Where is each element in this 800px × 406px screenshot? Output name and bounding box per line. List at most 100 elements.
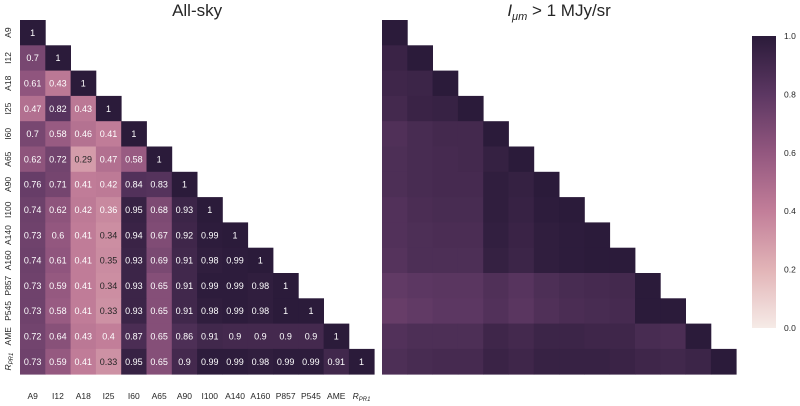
heatmap-cell — [45, 247, 71, 274]
heatmap-cell — [660, 298, 686, 324]
heatmap-cell — [533, 298, 560, 324]
cell-value-label: 0.65 — [150, 306, 168, 316]
cell-value-label: 0.47 — [100, 154, 118, 164]
cell-value-label: 0.91 — [176, 256, 194, 266]
heatmap-cell — [382, 222, 408, 249]
cell-value-label: 0.98 — [252, 281, 270, 291]
heatmap-cell — [457, 222, 484, 249]
heatmap-cell — [146, 146, 173, 173]
heatmap-cell — [323, 348, 350, 375]
heatmap-cell — [197, 298, 223, 324]
cell-value-label: 0.91 — [327, 357, 345, 367]
cell-value-label: 0.6 — [52, 230, 65, 240]
heatmap-cell — [533, 197, 560, 223]
cell-value-label: 0.73 — [24, 281, 42, 291]
heatmap-cell — [197, 197, 223, 223]
heatmap-cell — [432, 348, 459, 375]
x-tick-label: I100 — [201, 391, 218, 401]
y-tick-label: RPR1 — [3, 353, 15, 371]
cell-value-label: 1 — [157, 154, 162, 164]
x-tick-label: A90 — [177, 391, 192, 401]
heatmap-cell — [45, 197, 71, 223]
heatmap-cell — [70, 197, 97, 223]
heatmap-cell — [20, 20, 46, 46]
heatmap-cell — [635, 298, 661, 324]
heatmap-panel-2: Iμm > 1 MJy/sr — [382, 1, 737, 375]
cell-value-label: 0.98 — [201, 256, 219, 266]
heatmap-cell — [95, 348, 122, 375]
heatmap-cell — [273, 348, 299, 375]
cell-value-label: 1 — [207, 205, 212, 215]
heatmap-cell — [20, 222, 46, 249]
x-tick-label: I12 — [52, 391, 64, 401]
heatmap-cell — [95, 298, 122, 324]
cell-value-label: 0.41 — [74, 230, 92, 240]
cell-value-label: 0.62 — [49, 205, 67, 215]
heatmap-cell — [533, 273, 560, 299]
heatmap-cell — [508, 222, 535, 249]
heatmap-cell — [584, 273, 611, 299]
colorbar-tick-label: 0.6 — [784, 148, 796, 158]
cell-value-label: 0.73 — [24, 306, 42, 316]
cell-value-label: 0.9 — [279, 331, 292, 341]
heatmap-cell — [197, 247, 223, 274]
heatmap-cell — [95, 273, 122, 299]
heatmap-cell — [457, 197, 484, 223]
heatmap-cell — [20, 70, 46, 97]
heatmap-cell — [171, 298, 198, 324]
heatmap-cell — [407, 222, 433, 249]
cell-value-label: 0.93 — [125, 281, 143, 291]
heatmap-cell — [432, 247, 459, 274]
heatmap-cell — [559, 222, 585, 249]
cell-value-label: 0.41 — [74, 180, 92, 190]
cell-value-label: 0.46 — [74, 129, 92, 139]
cell-value-label: 0.41 — [74, 357, 92, 367]
heatmap-cell — [222, 222, 249, 249]
cell-value-label: 0.95 — [125, 205, 143, 215]
cell-value-label: 0.87 — [125, 331, 143, 341]
cell-value-label: 0.74 — [24, 256, 42, 266]
cell-value-label: 0.73 — [24, 230, 42, 240]
heatmap-cell — [20, 171, 46, 198]
heatmap-cell — [222, 273, 249, 299]
heatmap-cell — [70, 348, 97, 375]
colorbar-tick-label: 0.4 — [784, 206, 796, 216]
y-tick-label: P545 — [3, 301, 13, 321]
heatmap-cell — [146, 247, 173, 274]
heatmap-cell — [45, 222, 71, 249]
heatmap-cell — [407, 70, 433, 97]
x-tick-label: A160 — [250, 391, 270, 401]
cell-value-label: 0.58 — [49, 306, 67, 316]
x-tick-label: P545 — [301, 391, 321, 401]
cell-value-label: 0.73 — [24, 357, 42, 367]
heatmap-cell — [95, 197, 122, 223]
heatmap-cell — [508, 247, 535, 274]
heatmap-cell — [171, 171, 198, 198]
heatmap-cell — [407, 323, 433, 350]
x-tick-label: A18 — [76, 391, 91, 401]
heatmap-cell — [171, 247, 198, 274]
colorbar-tick-label: 1.0 — [784, 31, 796, 41]
heatmap-cell — [483, 197, 509, 223]
cell-value-label: 0.95 — [125, 357, 143, 367]
cell-value-label: 0.72 — [49, 154, 67, 164]
cell-value-label: 0.91 — [201, 331, 219, 341]
cell-value-label: 0.65 — [150, 357, 168, 367]
y-tick-label: A140 — [3, 225, 13, 245]
panel-title: All-sky — [172, 1, 223, 20]
heatmap-cell — [685, 348, 712, 375]
heatmap-cell — [171, 348, 198, 375]
cell-value-label: 1 — [30, 28, 35, 38]
cell-value-label: 0.9 — [305, 331, 318, 341]
cell-value-label: 1 — [55, 53, 60, 63]
heatmap-cell — [432, 95, 459, 122]
cell-value-label: 1 — [283, 306, 288, 316]
heatmap-cell — [222, 298, 249, 324]
heatmap-cell — [508, 298, 535, 324]
heatmap-cell — [247, 247, 274, 274]
heatmap-cell — [382, 20, 408, 46]
cell-value-label: 0.43 — [74, 104, 92, 114]
cell-value-label: 0.9 — [178, 357, 191, 367]
heatmap-cell — [298, 323, 324, 350]
